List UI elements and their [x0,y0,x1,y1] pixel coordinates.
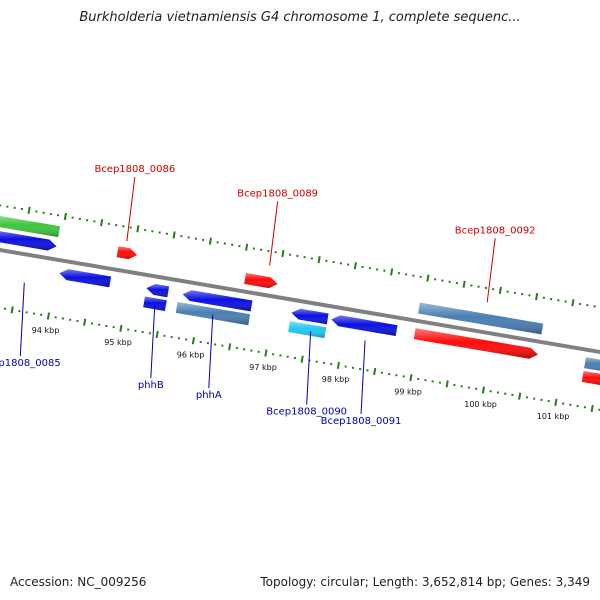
accession-text: Accession: NC_009256 [10,575,147,589]
inner-tick [119,324,123,333]
feature-label: Bcep1808_0090 [266,407,347,418]
feature-labels: Bcep1808_0086 Bcep1808_0089 Bcep1808_0092 B… [0,164,536,427]
outer-tick [317,255,321,264]
ruler-tick-label: 100 kbp [464,400,497,409]
ruler-tick-label: 94 kbp [32,326,60,335]
gene-steel-99k-shade [418,302,544,335]
outer-tick [172,231,176,239]
inner-tick [83,318,87,326]
inner-tick [264,349,268,357]
outer-tick [63,212,67,221]
label-leader [360,340,366,414]
gene-bcep1808-0089-shade [244,273,278,289]
gene-bcep1808-0091-shade [331,315,398,336]
gene-red-edge-shade [581,371,600,386]
inner-tick [590,404,594,413]
gene-bcep1808-0092-shade [413,328,538,359]
gene-blue-97k-reverse-shade [291,308,329,325]
inner-tick [300,355,304,363]
outer-tick [353,262,357,270]
gene-blue-94k-reverse-shade [59,269,112,288]
ruler-tick-label: 101 kbp [537,412,570,421]
feature-label: Bcep1808_0089 [237,188,318,199]
gene-phhb-shade [143,296,167,311]
inner-tick [10,306,14,314]
features[interactable] [0,215,600,386]
outer-tick [27,206,31,214]
outer-tick [426,274,430,282]
outer-tick [462,280,466,288]
label-leader [208,314,214,388]
outer-tick [100,219,104,227]
label-leader [486,238,496,303]
inner-tick [373,367,377,376]
outer-tick [281,249,285,258]
feature-label: Bcep1808_0092 [455,225,536,236]
outer-tick [390,268,394,276]
feature-label: phhA [196,390,222,401]
inner-tick [409,374,413,382]
inner-tick [191,337,195,345]
ruler-tick-label: 97 kbp [249,363,277,372]
feature-label: phhB [138,380,164,391]
inner-tick [228,343,232,351]
outer-tick [208,237,212,245]
inner-tick [445,380,449,388]
feature-label: Bcep1808_0091 [321,416,402,427]
genome-stats-text: Topology: circular; Length: 3,652,814 bp… [260,575,590,589]
label-leader [269,201,279,266]
ruler-ticks: 94 kbp 95 kbp 96 kbp 97 kbp 98 kbp 99 kbp 100 … [0,204,600,421]
gene-phhb-upper-shade [146,284,170,298]
ruler-tick-label: 98 kbp [322,375,350,384]
label-leader [19,282,25,356]
inner-tick [336,361,340,369]
outer-tick [245,243,249,251]
inner-tick [518,392,522,400]
gene-phha-shade [175,302,251,326]
inner-tick [155,330,159,339]
label-leader [126,176,136,242]
inner-tick [554,398,558,406]
gene-blue-96k-reverse-shade [182,290,253,312]
ruler-tick-label: 99 kbp [394,387,422,396]
ruler-tick-label: 95 kbp [104,338,132,347]
label-leader [150,304,156,379]
label-leader [306,331,312,405]
gene-bcep1808-0086-shade [116,246,138,260]
outer-tick [136,225,140,233]
inner-tick [481,386,485,394]
outer-tick [571,299,575,307]
inner-tick [46,312,50,320]
ruler-tick-label: 96 kbp [177,350,205,359]
backbone [0,247,600,355]
feature-label: Bcep1808_0085 [0,358,61,369]
gene-bcep1808-0090-shade [288,321,327,339]
gene-blue-left-forward-shade [0,231,57,251]
gene-steel-edge-shade [584,357,600,371]
backbone-line [0,247,600,355]
feature-label: Bcep1808_0086 [94,164,175,175]
outer-tick [535,292,539,301]
outer-tick [498,286,502,295]
map-title: Burkholderia vietnamiensis G4 chromosome… [79,10,521,25]
gene-green-left-shade [0,215,60,238]
